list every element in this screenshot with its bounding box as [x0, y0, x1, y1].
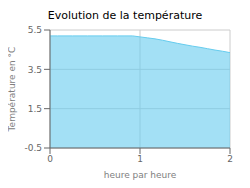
svg-text:heure par heure: heure par heure [104, 170, 177, 180]
svg-text:Température en °C: Température en °C [8, 47, 17, 133]
svg-text:1.5: 1.5 [28, 104, 42, 114]
svg-text:3.5: 3.5 [28, 65, 42, 75]
svg-text:5.5: 5.5 [28, 25, 42, 35]
svg-text:0: 0 [47, 154, 53, 164]
svg-text:-0.5: -0.5 [24, 143, 42, 153]
svg-text:2: 2 [227, 154, 233, 164]
svg-text:1: 1 [137, 154, 143, 164]
html-text:Evolution de la température: Evolution de la température [47, 9, 203, 22]
